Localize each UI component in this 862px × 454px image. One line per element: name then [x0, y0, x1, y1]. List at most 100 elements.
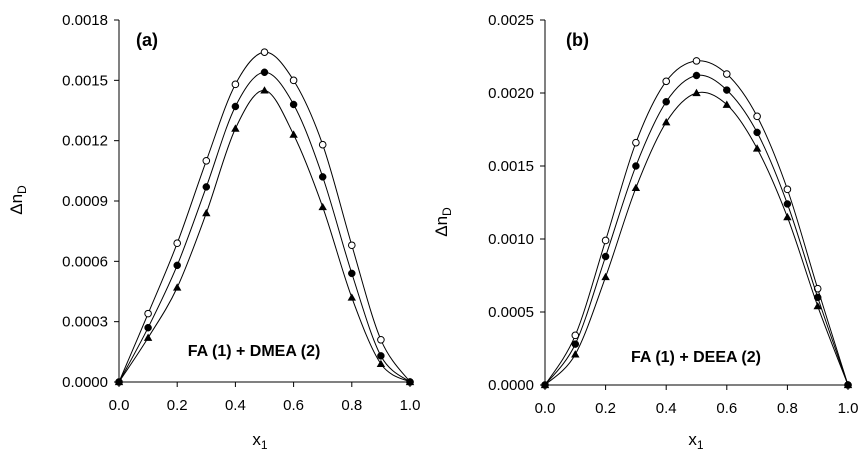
chart-a-point-filled-triangle	[347, 293, 356, 301]
chart-a-point-filled-triangle	[318, 202, 327, 211]
chart-b: 0.0 0.2 0.4 0.6 0.8 1.0 0.0000 0.0005 0.0010 0.00…	[432, 12, 858, 452]
chart-a-y-tick-label: 0.0018	[62, 12, 108, 29]
chart-b-y-tick-label: 0.0000	[488, 377, 534, 394]
chart-b-point-filled-triangle	[843, 380, 853, 389]
chart-b-x-title-sub: 1	[697, 438, 704, 452]
chart-a-point-filled-circle	[289, 100, 298, 109]
chart-b-y-tick-label: 0.0015	[488, 158, 534, 175]
chart-a-point-open-circle	[260, 48, 269, 56]
chart-a-point-open-circle	[173, 239, 181, 248]
chart-a-point-filled-triangle	[143, 333, 153, 341]
chart-a-point-filled-triangle	[289, 130, 298, 138]
chart-a-point-filled-triangle	[405, 377, 415, 386]
chart-b-point-filled-triangle	[631, 183, 641, 192]
chart-a-x-tick-label: 0.0	[109, 397, 130, 414]
chart-a-x-tick-label: 0.8	[341, 397, 362, 414]
chart-b-series-1-curve	[544, 74, 849, 386]
chart-a-point-open-circle	[289, 76, 298, 85]
chart-a-point-filled-triangle	[376, 359, 386, 368]
chart-b-y-axis-title: ΔnD	[432, 207, 454, 237]
chart-b-series-0-curve	[544, 60, 849, 386]
chart-b-point-filled-circle	[692, 71, 701, 80]
chart-a-y-tick-label: 0.0006	[62, 253, 108, 270]
chart-a-y-title-base: Δn	[7, 194, 26, 215]
chart-a-x-tick-label: 1.0	[400, 397, 421, 414]
chart-a-point-filled-circle	[348, 269, 356, 278]
chart-a-point-filled-triangle	[260, 86, 269, 94]
chart-a-point-filled-triangle	[114, 377, 124, 386]
chart-b-point-filled-triangle	[692, 88, 701, 97]
chart-a-point-filled-triangle	[202, 208, 211, 217]
chart-a-point-filled-triangle	[231, 124, 240, 132]
chart-a-point-filled-circle	[173, 261, 181, 270]
chart-a-y-axis-title: ΔnD	[7, 185, 29, 215]
chart-a-point-filled-circle	[202, 183, 211, 191]
chart-b-point-open-circle	[692, 57, 701, 65]
chart-a-annotation: FA (1) + DMEA (2)	[188, 343, 321, 360]
chart-a-x-tick-label: 0.6	[283, 397, 304, 414]
chart-b-point-filled-triangle	[540, 380, 550, 389]
chart-b-x-title-base: x	[688, 430, 697, 449]
chart-b-y-tick-label: 0.0010	[488, 231, 534, 248]
chart-a-y-tick-label: 0.0015	[62, 72, 108, 89]
chart-b-point-filled-circle	[662, 98, 670, 106]
chart-b-panel-label: (b)	[566, 30, 589, 50]
chart-a-y-tick-label: 0.0009	[62, 193, 108, 210]
chart-a-y-tick-label: 0.0012	[62, 133, 108, 150]
chart-b-point-filled-circle	[632, 162, 640, 170]
chart-a-panel-label: (a)	[136, 30, 158, 50]
chart-b-point-filled-circle	[753, 128, 761, 137]
chart-b-point-filled-triangle	[722, 100, 731, 108]
chart-a-series-2-curve	[118, 89, 411, 383]
chart-b-point-open-circle	[753, 112, 761, 121]
chart-a-x-tick-label: 0.4	[225, 397, 246, 414]
chart-b-point-open-circle	[783, 185, 792, 194]
chart-a-x-title-base: x	[252, 430, 261, 449]
chart-a-x-title-sub: 1	[261, 438, 268, 452]
chart-b-y-tick-label: 0.0025	[488, 12, 534, 29]
chart-a-point-open-circle	[144, 309, 152, 318]
chart-b-point-filled-triangle	[571, 350, 580, 358]
chart-a-point-filled-circle	[231, 102, 240, 111]
chart-a-point-open-circle	[231, 80, 240, 89]
chart-b-point-filled-triangle	[813, 301, 822, 310]
chart-b-annotation: FA (1) + DEEA (2)	[631, 349, 761, 366]
chart-b-point-open-circle	[632, 138, 640, 147]
chart-a-point-open-circle	[348, 241, 356, 250]
chart-a-point-filled-circle	[144, 323, 152, 332]
chart-b-marks: 0.0 0.2 0.4 0.6 0.8 1.0 0.0000 0.0005 0.0010 0.00…	[488, 12, 858, 417]
chart-a-marks: 0.0 0.2 0.4 0.6 0.8 1.0 0.0000 0.0003 0.0006 0.00…	[62, 12, 420, 414]
chart-b-x-axis-title: x1	[688, 430, 704, 452]
chart-b-y-title-sub: D	[440, 207, 454, 216]
chart-b-y-tick-label: 0.0020	[488, 85, 534, 102]
chart-b-point-filled-circle	[601, 252, 610, 261]
chart-a-x-tick-label: 0.2	[167, 397, 188, 414]
chart-a: 0.0 0.2 0.4 0.6 0.8 1.0 0.0000 0.0003 0.0006 0.00…	[7, 12, 420, 452]
chart-b-point-filled-triangle	[601, 272, 610, 281]
chart-b-x-tick-label: 0.4	[656, 400, 677, 417]
chart-a-point-filled-circle	[377, 352, 385, 360]
chart-b-point-filled-triangle	[662, 118, 671, 126]
chart-b-x-tick-label: 0.2	[595, 400, 616, 417]
chart-b-point-open-circle	[601, 236, 610, 245]
chart-b-y-title-base: Δn	[432, 216, 451, 237]
chart-a-point-filled-triangle	[173, 283, 182, 291]
chart-b-x-tick-label: 0.8	[777, 400, 798, 417]
chart-a-point-open-circle	[318, 140, 327, 149]
chart-b-x-tick-label: 1.0	[838, 400, 859, 417]
chart-a-point-filled-circle	[318, 173, 327, 181]
chart-b-x-tick-label: 0.6	[716, 400, 737, 417]
chart-a-y-tick-label: 0.0000	[62, 374, 108, 391]
chart-a-y-title-sub: D	[15, 185, 29, 194]
chart-b-point-filled-triangle	[752, 144, 762, 152]
chart-a-x-axis-title: x1	[252, 430, 268, 452]
chart-a-point-open-circle	[377, 335, 385, 344]
chart-a-y-tick-label: 0.0003	[62, 314, 108, 331]
chart-b-point-open-circle	[723, 70, 731, 78]
chart-b-point-filled-circle	[783, 200, 792, 208]
chart-b-y-tick-label: 0.0005	[488, 304, 534, 321]
chart-b-point-filled-circle	[571, 340, 580, 348]
chart-b-x-tick-label: 0.0	[535, 400, 556, 417]
chart-b-point-open-circle	[662, 77, 670, 86]
chart-a-series-0-curve	[118, 51, 411, 383]
